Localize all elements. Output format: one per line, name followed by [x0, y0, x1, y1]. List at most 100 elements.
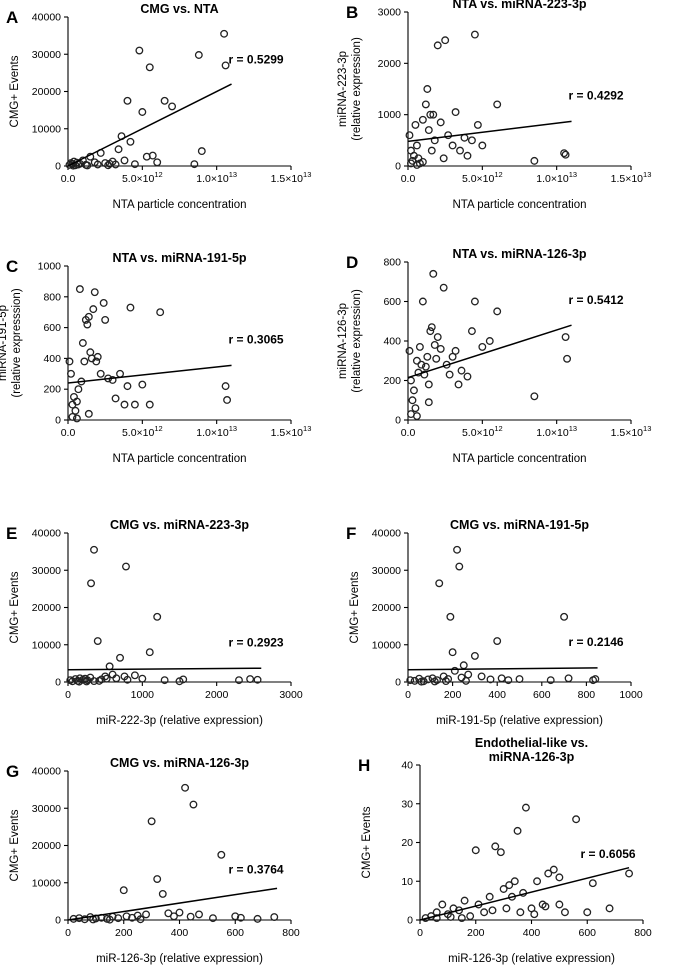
panel-b-data-point — [429, 110, 438, 119]
panel-b: B NTA vs. miRNA-223-3p 0 1000 2000 3000 0.0 5.0… — [337, 0, 651, 211]
panel-d-x-tick-label: 5.0×1012 — [462, 424, 503, 439]
panel-d-y-label: miRNA-126-3p (relative expression) — [337, 289, 363, 393]
panel-g-data-point — [217, 850, 226, 859]
panel-g-x-tick-label: 0 — [65, 927, 71, 939]
panel-h-y-tick-label: 0 — [407, 915, 413, 927]
panel-e-data-point — [175, 677, 184, 686]
panel-d-data-point — [454, 380, 463, 389]
panel-h-data-point — [438, 900, 447, 909]
panel-a-data-point — [194, 51, 203, 59]
panel-a-y-tick-label: 40000 — [32, 12, 61, 24]
panel-e-data-point — [87, 579, 95, 588]
panel-f-y-tick-label: 0 — [395, 677, 401, 689]
panel-c-data-point — [221, 382, 230, 391]
panel-h-data-point — [485, 892, 494, 901]
panel-a-regression-line — [67, 83, 232, 167]
panel-b-data-point — [463, 151, 472, 160]
panel-f-data-point — [430, 677, 439, 686]
panel-g-x-tick-label: 600 — [226, 927, 244, 939]
panel-f-data-point — [450, 666, 459, 675]
panel-a-letter: A — [6, 8, 18, 27]
panel-c-data-point — [71, 406, 80, 415]
panel-h-y-label: CMG+ Events — [361, 806, 373, 878]
panel-f-data-point — [441, 677, 450, 686]
panel-c-data-point — [80, 357, 89, 366]
panel-f-data-point — [435, 579, 444, 588]
panel-a-data-point — [114, 145, 123, 154]
panel-c-data-point — [126, 303, 135, 312]
panel-d-data-point — [493, 307, 502, 316]
panel-f-data-point — [424, 675, 433, 684]
panel-c-data-point — [84, 312, 93, 321]
panel-a-data-point — [190, 160, 199, 169]
panel-h-x-tick-label: 0 — [417, 927, 423, 939]
panel-d-r-value: r = 0.5412 — [569, 293, 624, 307]
panel-c-data-point — [108, 376, 117, 384]
panel-a-data-point — [120, 156, 129, 165]
panel-d-y-tick-label: 600 — [383, 296, 401, 308]
panel-h-y-tick-label: 10 — [401, 876, 413, 888]
panel-b-data-point — [430, 136, 439, 145]
panel-h-data-point — [572, 815, 581, 824]
panel-b-data-point — [467, 136, 476, 145]
panel-e-x-tick-label: 1000 — [131, 689, 155, 701]
panel-d-x-tick-label: 1.0×1013 — [536, 424, 577, 439]
panel-h-data-point — [499, 885, 508, 893]
panel-d-data-point — [409, 386, 418, 395]
panel-c-data-point — [67, 369, 75, 378]
panel-c-data-point — [101, 315, 110, 324]
panel-a-title: CMG vs. NTA — [140, 2, 218, 16]
panel-c-data-point — [138, 380, 147, 389]
panel-d-data-point — [530, 392, 539, 401]
panel-h-data-point — [625, 869, 634, 878]
panel-h-data-point — [505, 881, 514, 890]
panel-a-data-point — [153, 158, 162, 167]
panel-c-data-point — [111, 394, 120, 403]
panel-a-x-tick-label: 1.5×1013 — [271, 170, 312, 185]
panel-c-data-point — [83, 320, 92, 329]
panel-a-y-tick-label: 10000 — [32, 123, 61, 135]
panel-a-x-tick-label: 1.0×1013 — [196, 170, 237, 185]
panel-h-data-point — [496, 848, 505, 857]
panel-f-data-point — [560, 612, 569, 621]
panel-c-data-point — [223, 396, 232, 404]
panel-g-data-point — [175, 908, 184, 917]
panel-c-data-point — [99, 299, 108, 307]
panel-e-data-point — [235, 676, 243, 685]
panel-f-data-point — [464, 670, 473, 679]
panel-a-data-point — [105, 159, 114, 168]
panel-c-data-point — [72, 397, 81, 406]
panel-d-data-point — [412, 356, 421, 365]
panel-e-data-point — [90, 545, 98, 554]
panel-e-data-point — [145, 648, 154, 657]
panel-d-data-point — [457, 366, 466, 375]
panel-e-data-point — [123, 675, 132, 684]
panel-d-data-point — [432, 354, 441, 363]
panel-g-r-value: r = 0.3764 — [229, 863, 284, 877]
panel-g-y-tick-label: 20000 — [32, 840, 61, 852]
panel-e-data-point — [116, 653, 124, 662]
panel-c-x-tick-label: 1.0×1013 — [196, 424, 237, 439]
panel-e-data-point — [112, 674, 121, 683]
panel-e-title: CMG vs. miRNA-223-3p — [110, 518, 249, 532]
panel-f-data-point — [448, 648, 457, 657]
panel-b-data-point — [451, 108, 460, 117]
panel-h-data-point — [521, 803, 530, 812]
panel-e-data-point — [75, 677, 84, 686]
panel-c-data-point — [130, 400, 139, 409]
panel-g-y-tick-label: 0 — [55, 915, 61, 927]
panel-d-data-point — [424, 398, 433, 407]
panel-b-data-point — [493, 100, 502, 109]
panel-f-data-point — [459, 661, 468, 670]
panel-f-title: CMG vs. miRNA-191-5p — [450, 518, 589, 532]
panel-c-data-point — [68, 412, 77, 421]
panel-h-data-point — [544, 869, 553, 878]
panel-b-data-point — [561, 150, 570, 159]
panel-h-data-point — [533, 877, 542, 886]
panel-g-regression-line — [67, 887, 278, 921]
panel-b-data-point — [424, 126, 433, 135]
panel-c-y-tick-label: 600 — [43, 322, 61, 334]
panel-c-data-point — [120, 400, 129, 409]
panel-a-y-tick-label: 30000 — [32, 49, 61, 61]
panel-h-data-point — [583, 908, 592, 917]
